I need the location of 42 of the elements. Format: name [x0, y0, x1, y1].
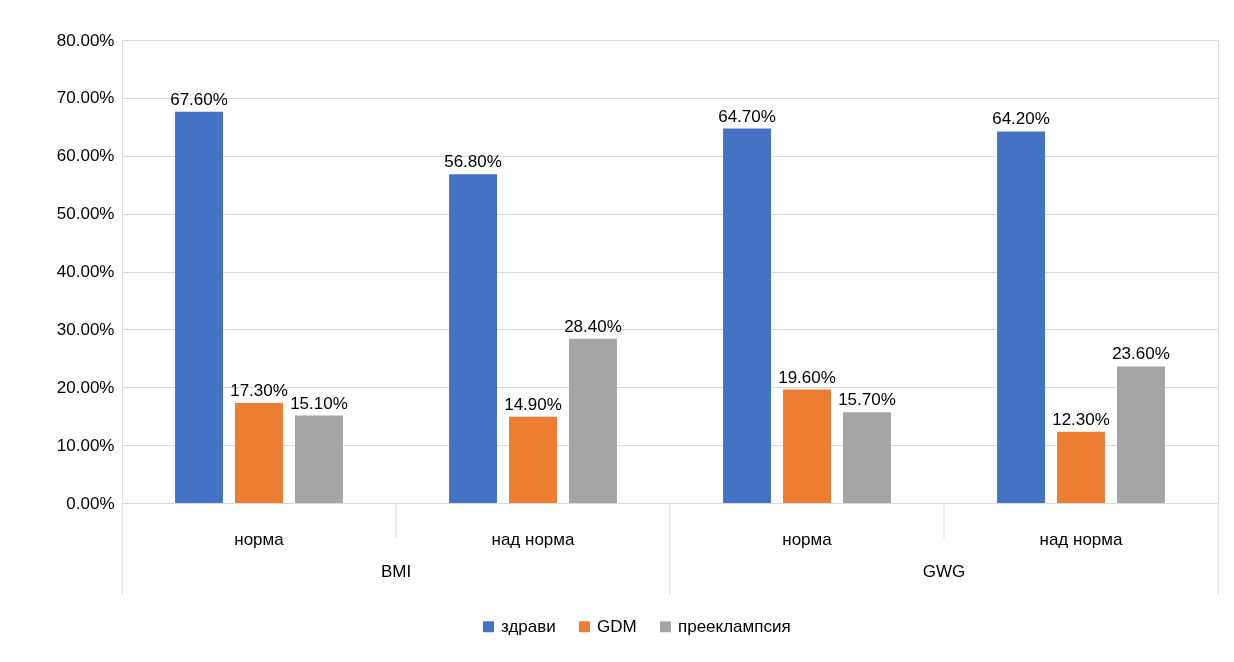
bar — [997, 131, 1046, 503]
y-tick-label: 70.00% — [56, 88, 115, 108]
data-label: 17.30% — [230, 380, 288, 400]
x-tick-label: норма — [234, 529, 285, 549]
bar — [294, 415, 343, 503]
y-tick-label: 20.00% — [56, 377, 115, 397]
data-label: 64.70% — [718, 106, 776, 126]
y-tick-label: 0.00% — [66, 493, 115, 513]
bar — [175, 111, 224, 503]
y-tick-label: 50.00% — [56, 204, 115, 224]
y-tick-label: 40.00% — [56, 262, 115, 281]
legend-label: GDM — [597, 616, 637, 636]
bar — [509, 416, 557, 503]
data-label: 64.20% — [992, 109, 1050, 129]
data-label: 67.60% — [170, 89, 228, 109]
text: BMI — [380, 562, 412, 581]
y-tick-label: 60.00% — [56, 146, 115, 166]
bar — [449, 174, 498, 503]
x-tick-label: норма — [782, 529, 833, 549]
data-label: 12.30% — [1052, 409, 1110, 429]
legend-label: прееклампсия — [678, 616, 791, 636]
x-tick-label: над норма — [1039, 529, 1123, 549]
bar — [235, 402, 283, 503]
bar — [842, 412, 891, 503]
bar — [568, 338, 617, 503]
data-label: 15.10% — [290, 393, 348, 413]
data-label: 19.60% — [778, 367, 836, 387]
y-tick-label: 80.00% — [56, 30, 115, 50]
data-label: 15.70% — [838, 390, 896, 410]
y-tick-label: 30.00% — [56, 319, 115, 339]
text: GWG — [922, 562, 966, 581]
x-tick-label: над норма — [491, 529, 575, 549]
bar — [783, 389, 831, 503]
data-label: 14.90% — [504, 394, 562, 414]
bar — [723, 128, 772, 503]
y-tick-label: 10.00% — [56, 435, 115, 455]
data-label: 56.80% — [444, 152, 502, 172]
bar — [1116, 366, 1165, 503]
data-label: 28.40% — [564, 316, 622, 336]
data-label: 23.60% — [1112, 344, 1170, 364]
legend-label: здрави — [501, 616, 556, 636]
bar — [1057, 431, 1105, 503]
